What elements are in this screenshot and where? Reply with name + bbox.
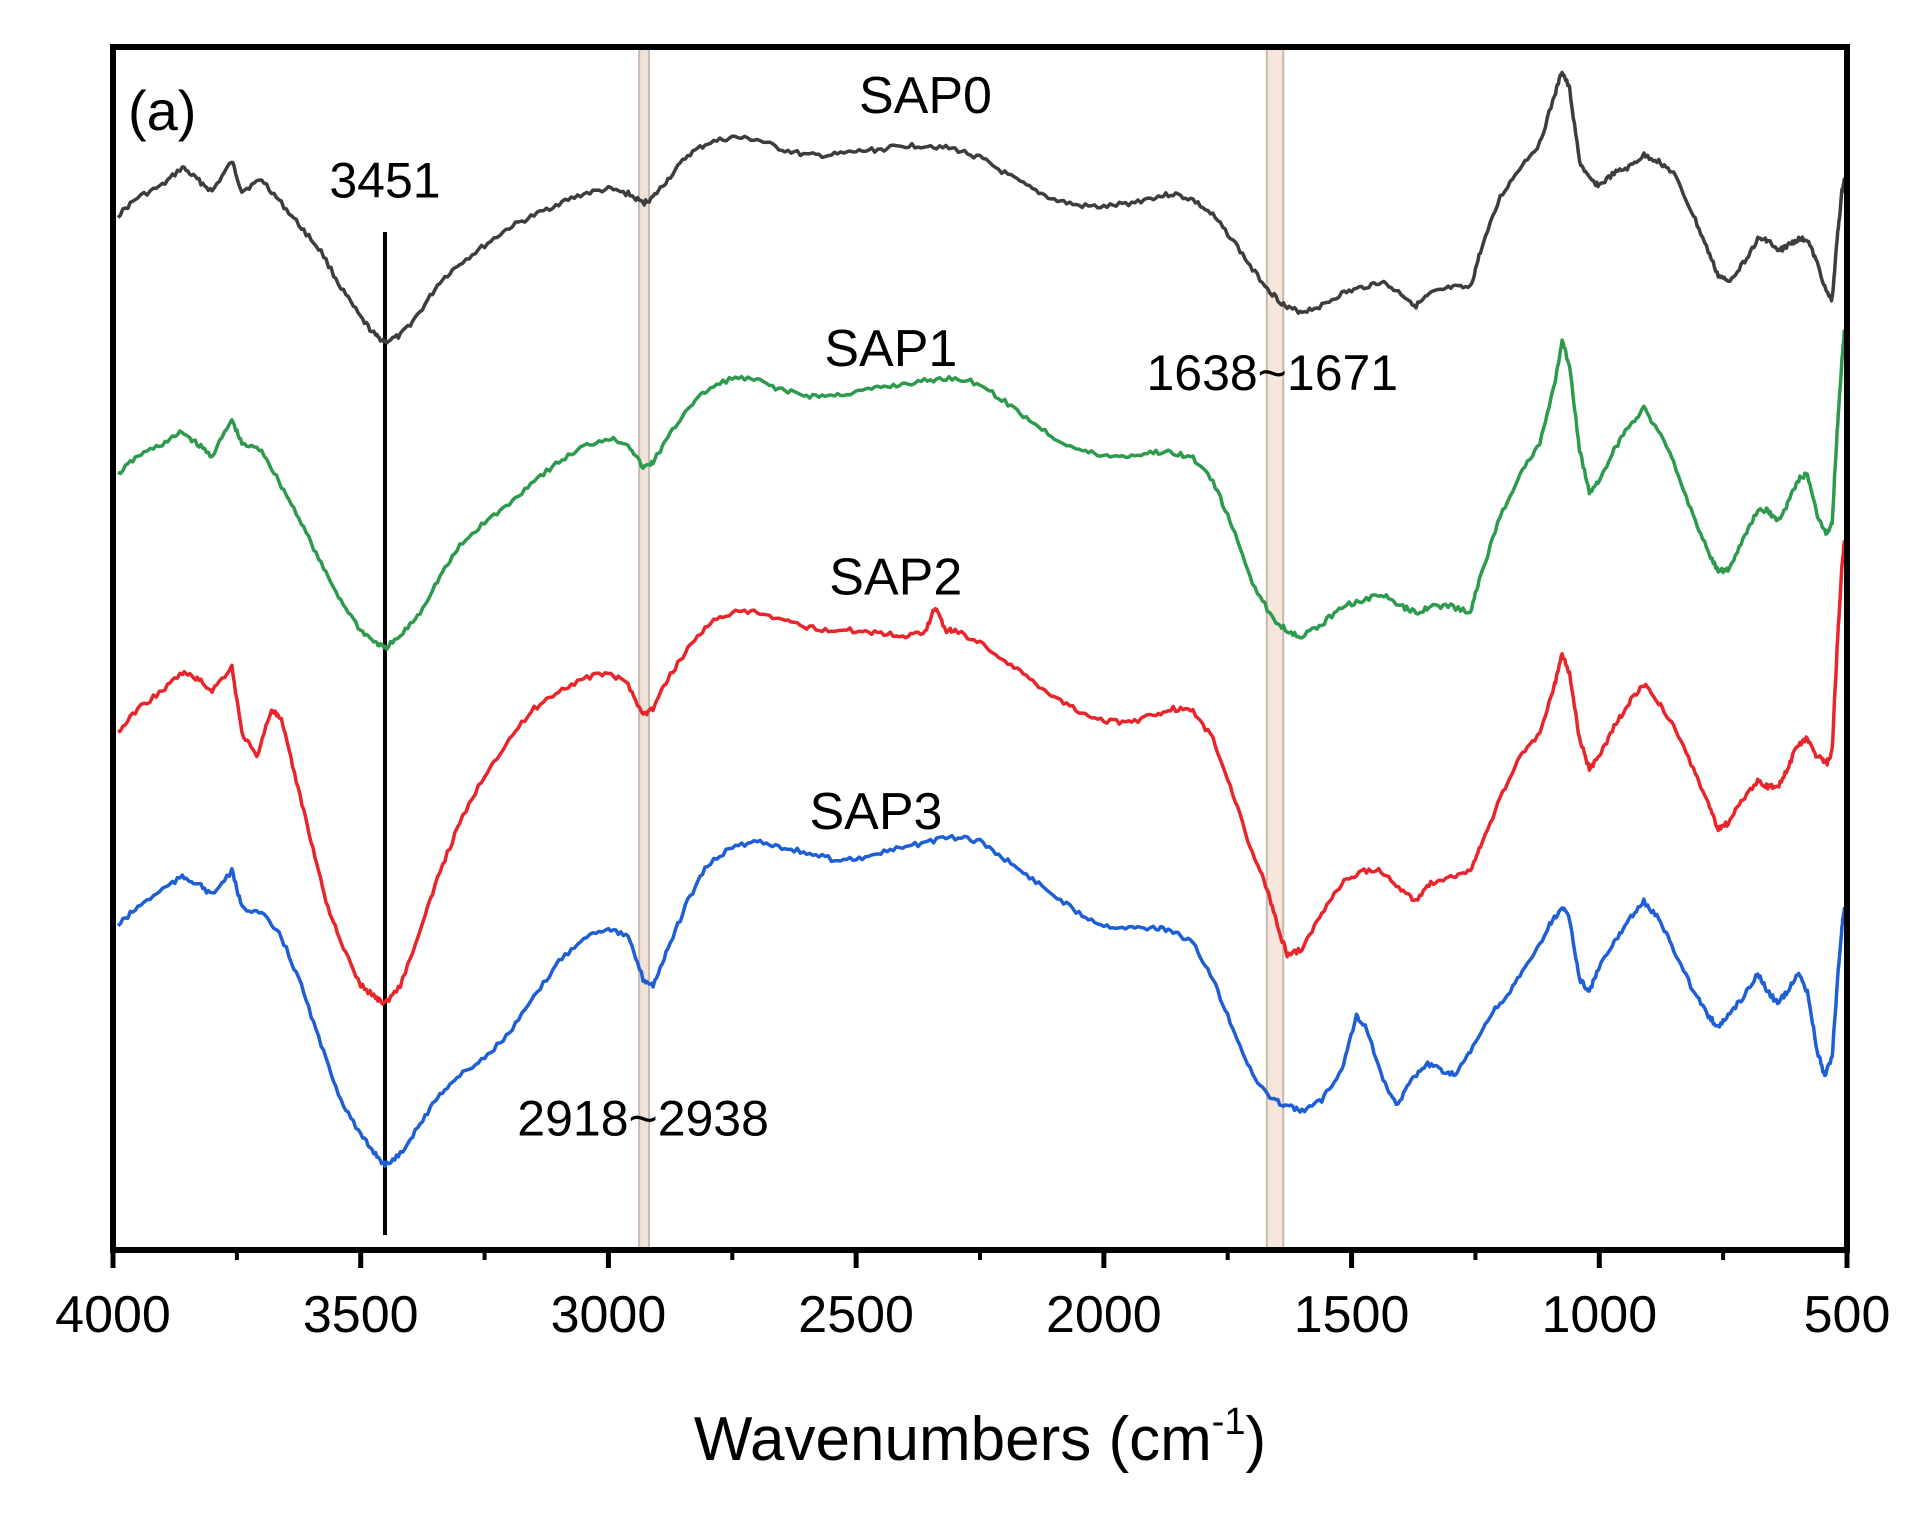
x-axis-title: Wavenumbers (cm-1) [694, 1401, 1266, 1474]
annotation-2: 1638~1671 [1146, 345, 1398, 401]
x-axis-title-superscript: -1 [1212, 1401, 1246, 1443]
x-axis-ticks: 4000 3500 3000 2500 2000 1500 1000 500 [55, 1250, 1890, 1344]
series-labels: SAP0 SAP1 SAP2 SAP3 [809, 67, 992, 841]
x-axis-title-main: Wavenumbers (cm [694, 1405, 1212, 1474]
series-label-sap3: SAP3 [809, 783, 942, 841]
annotation-3: 2918~2938 [517, 1091, 769, 1147]
series-label-sap0: SAP0 [859, 67, 992, 125]
x-tick-label-3500: 3500 [303, 1286, 419, 1344]
annotation-1: 3451 [329, 152, 440, 208]
x-tick-label-1000: 1000 [1541, 1286, 1657, 1344]
series-label-sap1: SAP1 [824, 320, 957, 378]
x-axis-title-close: ) [1246, 1405, 1267, 1474]
series-line-sap3 [116, 833, 1847, 1168]
annotations: 3451 1638~1671 2918~2938 [329, 152, 1398, 1146]
x-tick-label-500: 500 [1804, 1286, 1891, 1344]
series-label-sap2: SAP2 [829, 548, 962, 606]
series-line-sap0 [116, 70, 1846, 345]
highlight-band-1 [638, 46, 651, 1251]
series-line-sap2 [117, 540, 1847, 1006]
series-lines [116, 70, 1847, 1168]
x-tick-label-2500: 2500 [798, 1286, 914, 1344]
plot-border [110, 44, 1850, 1253]
series-line-sap1 [117, 329, 1847, 651]
x-tick-label-4000: 4000 [55, 1286, 171, 1344]
x-tick-label-1500: 1500 [1294, 1286, 1410, 1344]
x-tick-label-3000: 3000 [551, 1286, 667, 1344]
highlight-band-2 [1265, 46, 1285, 1251]
plot-frame [110, 44, 1850, 1253]
panel-label: (a) [128, 79, 196, 142]
highlight-bands [638, 46, 1285, 1251]
x-tick-label-2000: 2000 [1046, 1286, 1162, 1344]
